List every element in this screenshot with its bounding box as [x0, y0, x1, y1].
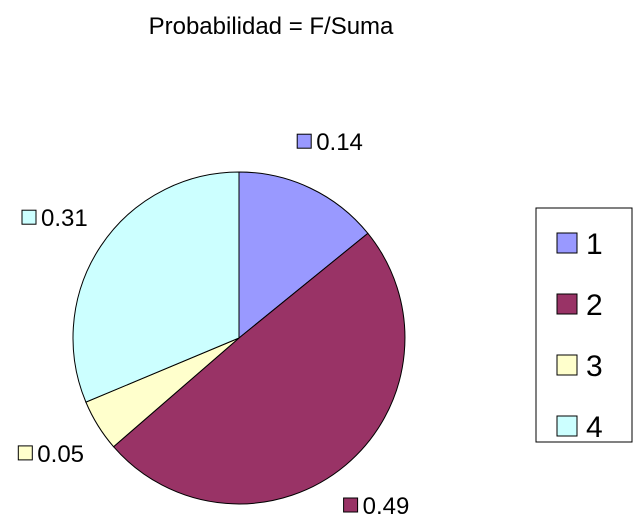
- data-label-swatch: [21, 209, 37, 225]
- legend-label: 1: [586, 228, 603, 261]
- pie-slice-1: [238, 171, 369, 340]
- legend-swatch: [556, 293, 578, 315]
- legend-box: [535, 207, 633, 443]
- data-label-3: 0.05: [17, 441, 84, 468]
- legend-label: 2: [586, 289, 603, 322]
- data-label-text: 0.14: [316, 129, 363, 156]
- legend-item-1: 1: [556, 228, 603, 261]
- pie-slice-2: [112, 232, 406, 505]
- data-label-1: 0.14: [296, 129, 363, 156]
- data-label-swatch: [17, 445, 33, 461]
- data-label-swatch: [343, 497, 359, 513]
- legend-swatch: [556, 232, 578, 254]
- chart-title: Probabilidad = F/Suma: [149, 13, 394, 40]
- legend-swatch: [556, 354, 578, 376]
- legend: 1 2 3 4: [535, 207, 633, 444]
- data-label-text: 0.31: [41, 205, 88, 232]
- legend-item-2: 2: [556, 289, 603, 322]
- legend-label: 4: [586, 411, 603, 444]
- legend-swatch: [556, 415, 578, 437]
- data-label-4: 0.31: [21, 205, 88, 232]
- legend-label: 3: [586, 350, 603, 383]
- pie-slice-4: [72, 171, 240, 403]
- legend-item-4: 4: [556, 411, 603, 444]
- data-label-2: 0.49: [343, 493, 410, 515]
- data-label-swatch: [296, 133, 312, 149]
- data-labels: 0.14 0.49 0.05 0.31: [17, 129, 410, 515]
- data-label-text: 0.49: [363, 493, 410, 515]
- data-label-text: 0.05: [37, 441, 84, 468]
- legend-item-3: 3: [556, 350, 603, 383]
- pie-slices: [72, 171, 406, 505]
